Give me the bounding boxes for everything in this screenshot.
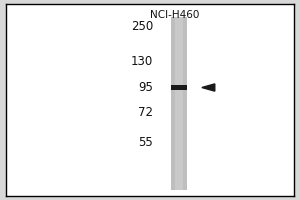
Text: 130: 130 — [130, 55, 153, 68]
Bar — [171, 85, 187, 90]
Text: 55: 55 — [138, 136, 153, 149]
Bar — [171, 17, 187, 190]
Bar — [175, 17, 183, 190]
Text: 250: 250 — [130, 20, 153, 33]
Polygon shape — [202, 84, 215, 91]
Text: 72: 72 — [138, 106, 153, 119]
Text: 95: 95 — [138, 81, 153, 94]
Text: NCI-H460: NCI-H460 — [150, 10, 199, 20]
